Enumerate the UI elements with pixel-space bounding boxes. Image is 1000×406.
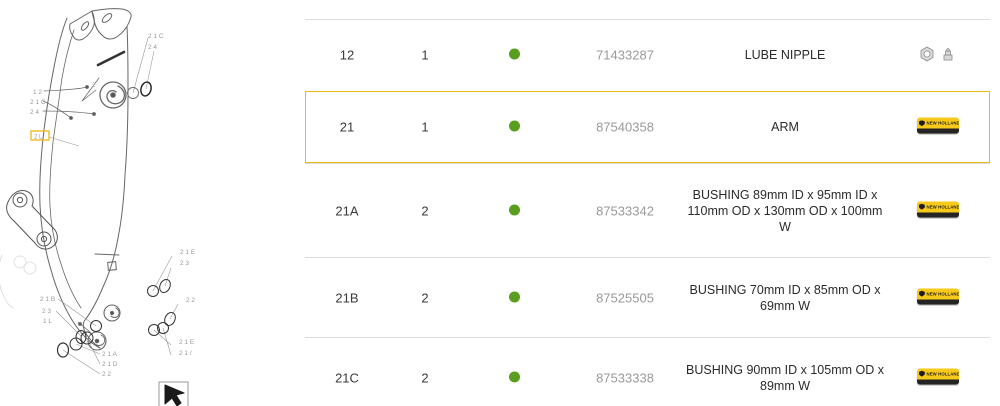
svg-text:2 1 D: 2 1 D [102, 361, 118, 368]
svg-text:1 L: 1 L [43, 318, 52, 325]
svg-text:2 1 E: 2 1 E [179, 339, 195, 346]
svg-text:2: 2 [92, 82, 96, 89]
svg-text:2 1 E: 2 1 E [180, 249, 196, 256]
svg-text:2 1 B: 2 1 B [40, 296, 55, 303]
svg-text:2 2: 2 2 [186, 297, 195, 304]
svg-text:2 L: 2 L [34, 135, 43, 141]
svg-text:2 1 C: 2 1 C [30, 99, 46, 106]
svg-text:2 3: 2 3 [42, 308, 51, 315]
svg-text:1 2: 1 2 [33, 89, 42, 96]
svg-text:2 3: 2 3 [180, 260, 189, 267]
svg-text:2 4: 2 4 [148, 44, 157, 51]
svg-text:2 2: 2 2 [102, 371, 111, 378]
svg-text:2 4: 2 4 [30, 109, 39, 116]
svg-text:2 1 /: 2 1 / [179, 350, 192, 357]
svg-text:2 1 C: 2 1 C [148, 33, 164, 40]
svg-text:2 1 A: 2 1 A [102, 351, 117, 358]
